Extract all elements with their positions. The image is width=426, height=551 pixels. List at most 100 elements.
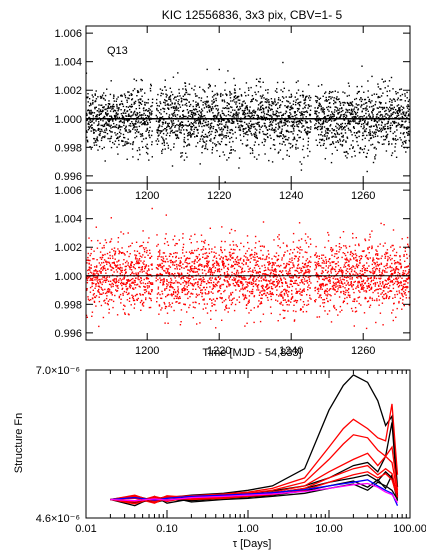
data-point <box>104 288 106 291</box>
data-point <box>230 248 232 250</box>
data-point <box>286 105 288 108</box>
data-point <box>246 123 248 125</box>
data-point <box>253 114 255 117</box>
data-point <box>357 131 359 133</box>
data-point <box>107 112 109 115</box>
data-point <box>359 98 361 101</box>
data-point <box>219 258 221 260</box>
data-point <box>199 287 201 289</box>
data-point <box>203 90 205 92</box>
data-point <box>157 93 159 96</box>
data-point <box>224 135 226 137</box>
data-point <box>307 300 309 302</box>
data-point <box>364 107 366 110</box>
data-point <box>392 108 395 110</box>
data-point <box>271 292 273 294</box>
data-point <box>100 267 103 269</box>
data-point <box>227 283 230 285</box>
data-point <box>265 134 267 136</box>
data-point <box>236 261 238 264</box>
data-point <box>236 95 239 98</box>
data-point <box>86 259 88 261</box>
data-point <box>257 109 259 111</box>
data-point <box>281 270 284 272</box>
data-point <box>301 281 303 283</box>
data-point <box>100 110 102 113</box>
data-point <box>241 277 243 279</box>
data-point <box>308 246 310 248</box>
data-point <box>302 107 304 110</box>
data-point <box>214 143 216 145</box>
data-point <box>248 109 251 111</box>
data-point <box>138 125 141 128</box>
data-point <box>256 123 258 125</box>
data-point <box>245 256 247 258</box>
data-point <box>253 295 256 297</box>
data-point <box>262 221 265 223</box>
data-point <box>110 217 112 219</box>
data-point <box>225 298 227 301</box>
data-point <box>277 122 279 124</box>
data-point <box>190 134 192 137</box>
data-point <box>336 96 338 98</box>
data-point <box>221 297 223 299</box>
data-point <box>100 97 103 99</box>
data-point <box>104 253 106 256</box>
data-point <box>215 99 217 102</box>
data-point <box>159 125 161 127</box>
data-point <box>187 120 189 123</box>
data-point <box>227 276 229 278</box>
data-point <box>189 134 191 136</box>
data-point <box>197 268 199 271</box>
data-point <box>121 121 124 124</box>
data-point <box>297 120 299 123</box>
data-point <box>358 122 361 124</box>
data-point <box>198 253 200 256</box>
data-point <box>168 114 171 116</box>
data-point <box>195 122 197 124</box>
data-point <box>227 121 229 123</box>
data-point <box>174 115 177 118</box>
data-point <box>155 102 158 104</box>
data-point <box>128 94 131 97</box>
data-point <box>189 103 192 106</box>
data-point <box>292 275 294 278</box>
data-point <box>354 98 356 101</box>
data-point <box>362 127 364 130</box>
data-point <box>213 137 215 140</box>
data-point <box>142 247 145 249</box>
data-point <box>218 254 220 256</box>
data-point <box>103 125 106 127</box>
data-point <box>149 293 152 295</box>
data-point <box>350 131 352 133</box>
data-point <box>368 132 370 134</box>
data-point <box>256 289 258 291</box>
data-point <box>198 269 201 271</box>
data-point <box>297 257 299 260</box>
data-point <box>133 88 136 90</box>
data-point <box>134 303 136 305</box>
data-point <box>230 146 232 148</box>
data-point <box>378 117 380 119</box>
data-point <box>317 85 320 87</box>
data-point <box>178 276 180 278</box>
data-point <box>141 100 144 102</box>
data-point <box>170 120 172 122</box>
data-point <box>297 263 300 266</box>
data-point <box>273 144 276 146</box>
data-point <box>206 106 208 108</box>
data-point <box>255 261 257 264</box>
data-point <box>279 106 281 109</box>
data-point <box>163 279 165 281</box>
data-point <box>279 142 281 145</box>
data-point <box>188 306 190 309</box>
data-point <box>110 291 112 293</box>
data-point <box>270 286 273 288</box>
data-point <box>191 87 193 90</box>
data-point <box>145 137 147 139</box>
data-point <box>376 116 378 118</box>
data-point <box>265 126 268 128</box>
data-point <box>377 83 379 85</box>
data-point <box>183 133 185 135</box>
data-point <box>262 285 264 287</box>
